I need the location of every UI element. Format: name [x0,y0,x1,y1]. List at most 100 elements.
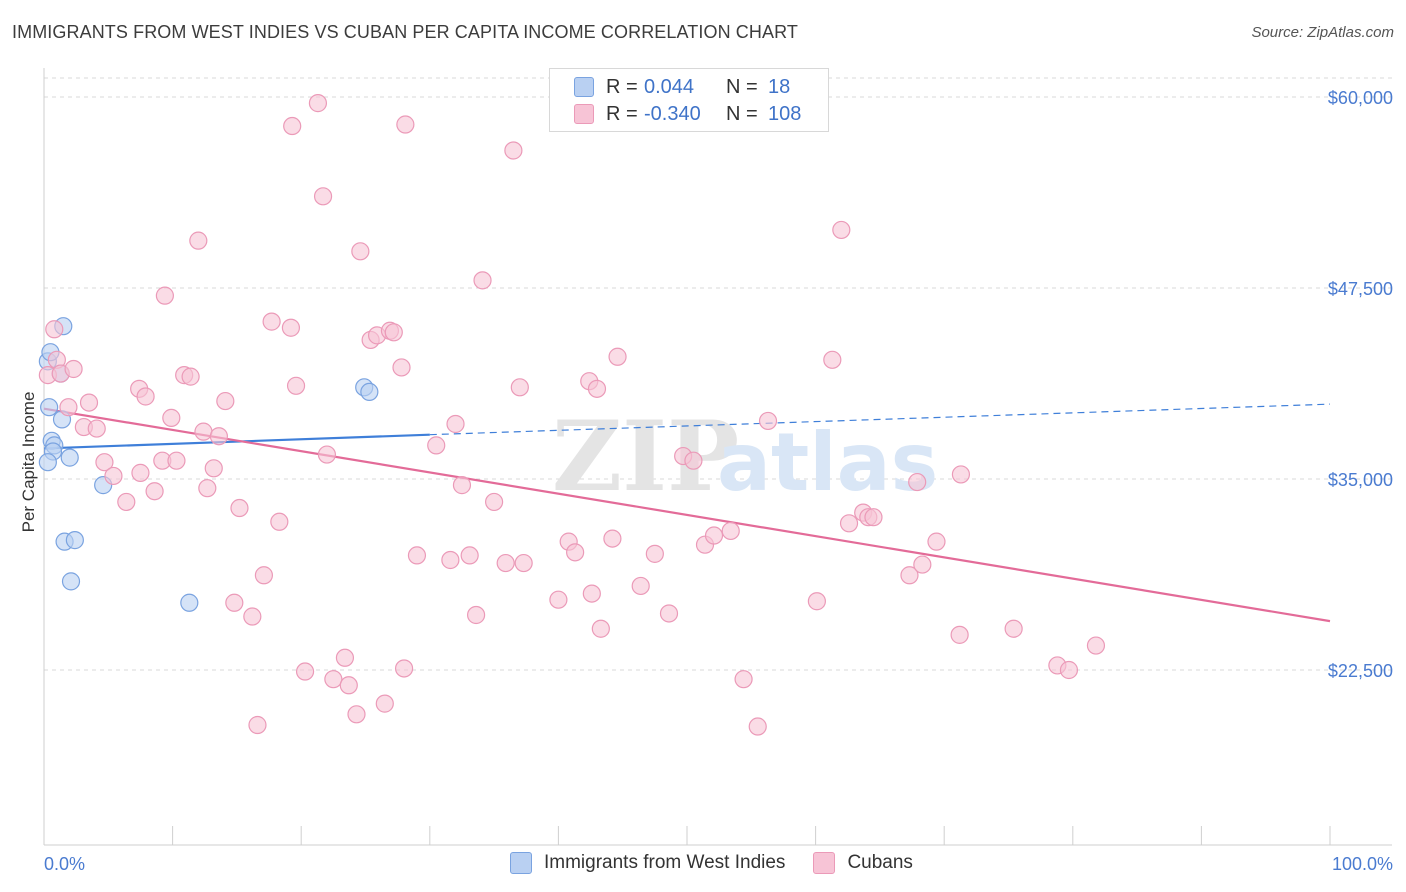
data-point-cubans [950,625,969,644]
y-tick-label: $35,000 [1328,470,1393,490]
data-point-cubans [317,445,337,464]
data-point-cubans [734,670,753,689]
data-point-cubans [313,187,333,206]
data-point-cubans [375,694,394,713]
data-point-cubans [510,378,529,397]
data-point-cubans [347,705,366,724]
series-legend-item-cubans[interactable]: Cubans [813,852,913,874]
data-point-cubans [335,648,355,667]
data-point-cubans [104,466,123,486]
data-point-cubans [155,286,174,305]
series-label: Cubans [847,852,913,873]
data-point-cubans [832,220,851,240]
data-point-cubans [248,715,267,735]
data-point-cubans [339,676,358,695]
data-point-cubans [758,411,778,431]
data-point-cubans [95,453,114,472]
data-point-cubans [117,492,136,512]
legend-n-value: 18 [768,75,791,98]
data-point-cubans [262,312,281,331]
data-point-cubans [603,529,622,548]
data-point-cubans [45,320,64,339]
data-point-cubans [504,141,523,160]
data-point-cubans [446,414,465,434]
data-point-cubans [908,472,927,492]
legend-r-label: R = [606,75,638,98]
data-point-cubans [659,604,679,623]
data-point-cubans [392,358,411,377]
data-point-west-indies [61,572,81,591]
series-swatch-blue [510,852,532,874]
x-tick-label: 0.0% [44,854,85,874]
data-point-cubans [225,593,244,612]
data-point-cubans [466,605,486,625]
data-point-cubans [591,619,610,638]
data-point-cubans [900,566,919,585]
y-tick-label: $47,500 [1328,279,1393,299]
data-point-cubans [460,546,479,565]
data-point-cubans [216,391,235,411]
y-tick-label: $22,500 [1328,661,1393,681]
series-label: Immigrants from West Indies [544,852,786,873]
data-point-cubans [79,393,99,412]
data-point-cubans [131,463,150,482]
data-point-cubans [473,271,492,290]
data-point-cubans [286,376,306,395]
data-point-cubans [441,550,460,570]
data-point-cubans [839,514,859,533]
data-point-cubans [194,422,213,441]
data-point-cubans [951,465,971,484]
data-point-cubans [162,408,181,427]
data-point-cubans [394,659,414,678]
data-point-cubans [608,347,627,366]
data-point-cubans [181,367,200,386]
legend-row-blue: R = 0.044 N = 18 [574,75,790,99]
data-point-west-indies [180,593,199,612]
legend-row-pink: R = -0.340 N = 108 [574,102,801,126]
data-point-cubans [136,387,155,406]
data-point-cubans [485,492,504,512]
data-point-cubans [270,512,289,531]
data-point-cubans [295,662,315,681]
x-tick-label: 100.0% [1332,854,1393,874]
legend-n-value: 108 [768,102,802,125]
data-point-cubans [189,231,208,250]
data-point-cubans [721,521,740,541]
y-tick-labels: $22,500 $35,000 $47,500 $60,000 [1328,88,1393,681]
data-point-cubans [87,419,106,438]
data-point-cubans [913,555,932,574]
data-point-cubans [582,584,601,603]
y-axis-title: Per Capita Income [19,392,38,533]
data-point-cubans [549,590,568,609]
data-point-cubans [384,323,403,342]
data-point-cubans [145,482,164,501]
legend-r-value: -0.340 [644,102,701,125]
data-point-cubans [351,242,370,261]
data-point-cubans [823,350,842,369]
series-legend: Immigrants from West Indies Cubans [510,852,941,874]
legend-n-label: N = [726,75,758,98]
data-point-cubans [204,459,223,478]
data-point-cubans [587,379,607,398]
data-point-cubans [427,436,446,455]
source-label: Source: ZipAtlas.com [1251,24,1394,41]
series-legend-item-west-indies[interactable]: Immigrants from West Indies [510,852,785,874]
legend-r-value: 0.044 [644,75,695,98]
gridlines [44,77,1392,671]
data-point-cubans [59,398,78,417]
data-point-cubans [684,451,703,470]
data-point-cubans [283,116,302,136]
x-tick-labels: 0.0% 100.0% [44,854,1393,874]
data-point-cubans [1004,619,1023,638]
data-point-cubans [1086,636,1106,655]
data-point-west-indies [40,398,59,417]
data-point-cubans [864,508,883,527]
data-point-cubans [452,476,472,495]
data-point-cubans [230,498,249,518]
data-point-cubans [396,115,415,134]
data-point-cubans [243,607,262,626]
legend-r-label: R = [606,102,638,125]
stats-legend: R = 0.044 N = 18 R = -0.340 N = 108 [549,68,829,132]
chart-title: IMMIGRANTS FROM WEST INDIES VS CUBAN PER… [12,22,798,42]
